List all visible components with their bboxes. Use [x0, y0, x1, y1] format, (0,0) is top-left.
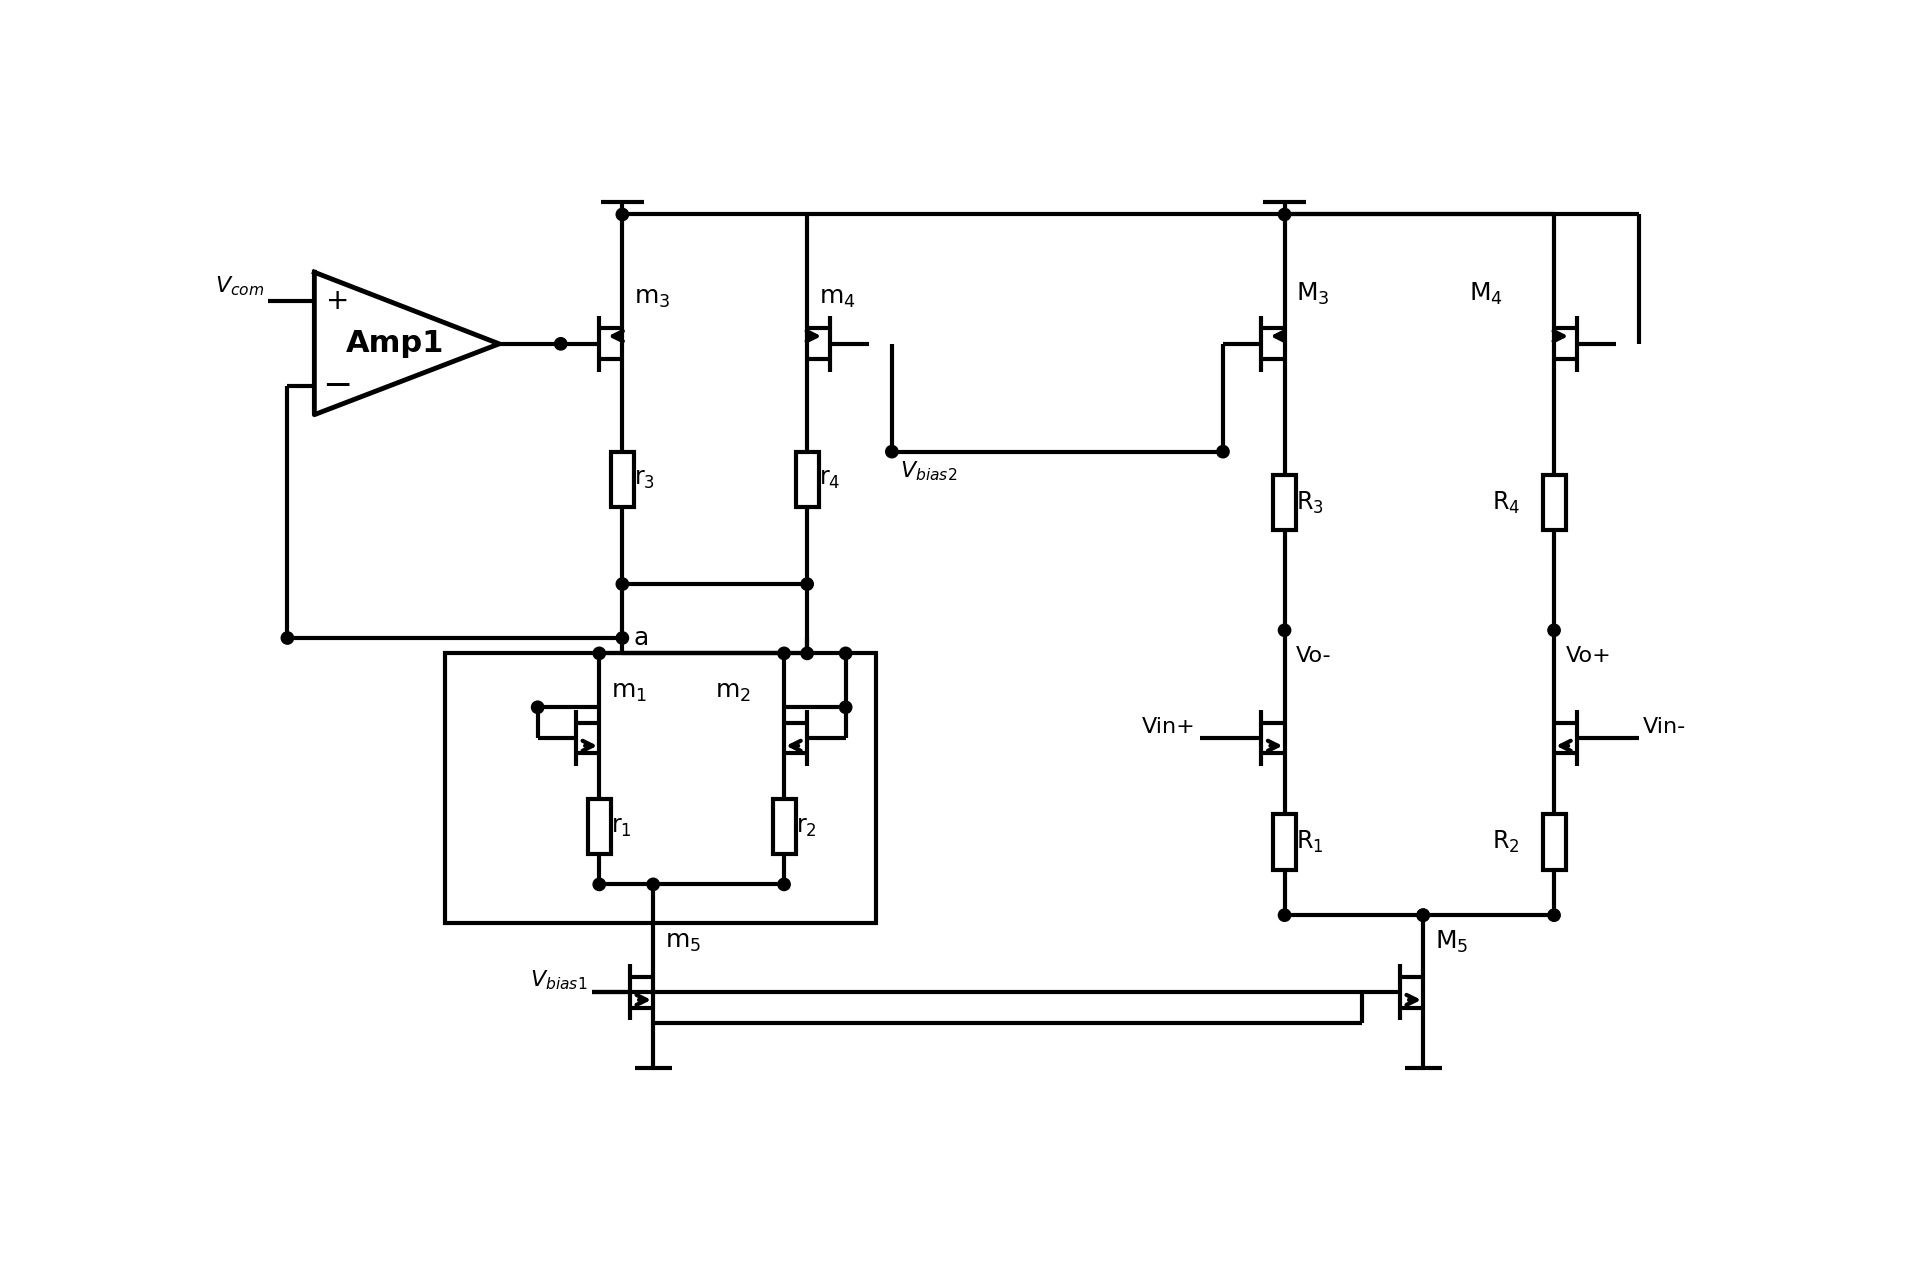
Bar [796, 452, 819, 507]
Text: m$_2$: m$_2$ [715, 680, 752, 703]
Circle shape [281, 632, 294, 645]
Circle shape [801, 578, 813, 590]
Circle shape [1417, 910, 1430, 921]
Text: M$_3$: M$_3$ [1295, 280, 1330, 307]
Circle shape [778, 647, 790, 660]
Text: −: − [323, 369, 352, 403]
Text: M$_5$: M$_5$ [1434, 929, 1468, 956]
Text: R$_4$: R$_4$ [1493, 489, 1520, 516]
Bar [1543, 814, 1566, 870]
Circle shape [617, 632, 628, 645]
Text: +: + [325, 288, 350, 316]
Circle shape [532, 701, 544, 713]
Circle shape [594, 647, 605, 660]
Bar [773, 799, 796, 855]
Bar [1272, 814, 1295, 870]
Text: R$_1$: R$_1$ [1295, 829, 1324, 855]
Text: r$_2$: r$_2$ [796, 814, 817, 838]
Text: M$_4$: M$_4$ [1468, 280, 1503, 307]
Circle shape [840, 647, 851, 660]
Circle shape [1278, 209, 1292, 220]
Text: R$_2$: R$_2$ [1493, 829, 1520, 855]
Circle shape [1278, 910, 1292, 921]
Text: Vin-: Vin- [1643, 716, 1686, 736]
Circle shape [1278, 624, 1292, 637]
Text: a: a [634, 626, 650, 650]
Text: $V_{com}$: $V_{com}$ [215, 274, 265, 298]
Circle shape [1217, 446, 1228, 457]
Text: Vin+: Vin+ [1142, 716, 1195, 736]
Text: Vo+: Vo+ [1566, 646, 1611, 666]
Circle shape [1417, 910, 1430, 921]
Text: m$_4$: m$_4$ [819, 285, 855, 310]
Circle shape [594, 878, 605, 891]
Circle shape [555, 338, 567, 350]
Circle shape [801, 647, 813, 660]
Bar [1272, 475, 1295, 530]
Circle shape [840, 701, 851, 713]
Circle shape [778, 878, 790, 891]
Text: $V_{bias2}$: $V_{bias2}$ [899, 460, 957, 483]
Text: Amp1: Amp1 [346, 329, 444, 358]
Text: r$_4$: r$_4$ [819, 468, 840, 492]
Circle shape [1547, 910, 1561, 921]
Text: r$_3$: r$_3$ [634, 468, 655, 492]
Text: Vo-: Vo- [1295, 646, 1332, 666]
Text: m$_1$: m$_1$ [611, 680, 648, 703]
Circle shape [1547, 624, 1561, 637]
Text: m$_3$: m$_3$ [634, 285, 671, 310]
Circle shape [617, 578, 628, 590]
Bar [1543, 475, 1566, 530]
Text: r$_1$: r$_1$ [611, 814, 632, 838]
Bar [446, 654, 876, 922]
Circle shape [648, 878, 659, 891]
Bar [588, 799, 611, 855]
Text: $V_{bias1}$: $V_{bias1}$ [530, 968, 588, 992]
Text: m$_5$: m$_5$ [665, 930, 702, 954]
Text: R$_3$: R$_3$ [1295, 489, 1324, 516]
Circle shape [617, 209, 628, 220]
Bar [611, 452, 634, 507]
Circle shape [886, 446, 898, 457]
